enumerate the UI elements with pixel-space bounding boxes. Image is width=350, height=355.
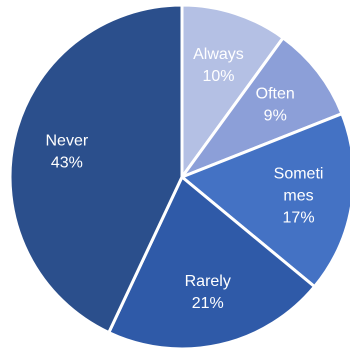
pie-label-line: Often xyxy=(256,86,295,103)
pie-label-rarely: Rarely 21% xyxy=(185,273,231,312)
pie-label-line: Always xyxy=(193,46,244,63)
pie-label-line: Never xyxy=(45,132,88,149)
pie-slice-always xyxy=(180,3,286,182)
pie-slice-never xyxy=(8,3,184,335)
pie-label-line: 10% xyxy=(202,68,234,85)
pie-slice-often xyxy=(177,35,344,181)
pie-label-often: Often 9% xyxy=(256,86,295,125)
pie-label-sometimes: Someti mes 17% xyxy=(274,165,324,226)
pie-label-always: Always 10% xyxy=(193,46,244,85)
pie-label-line: Someti xyxy=(274,165,324,182)
pie-label-line: mes xyxy=(283,187,313,204)
pie-labels: Always 10% Often 9% Someti mes 17% Rarely 21% Nev… xyxy=(45,46,323,312)
pie-slice-rarely xyxy=(106,174,317,351)
pie-slices xyxy=(8,3,350,351)
pie-label-line: 43% xyxy=(51,154,83,171)
pie-label-line: 21% xyxy=(192,295,224,312)
pie-label-line: Rarely xyxy=(185,273,231,290)
pie-label-line: 17% xyxy=(283,209,315,226)
pie-label-line: 9% xyxy=(264,108,287,125)
pie-label-never: Never 43% xyxy=(45,132,88,171)
pie-slice-sometimes xyxy=(179,111,350,289)
